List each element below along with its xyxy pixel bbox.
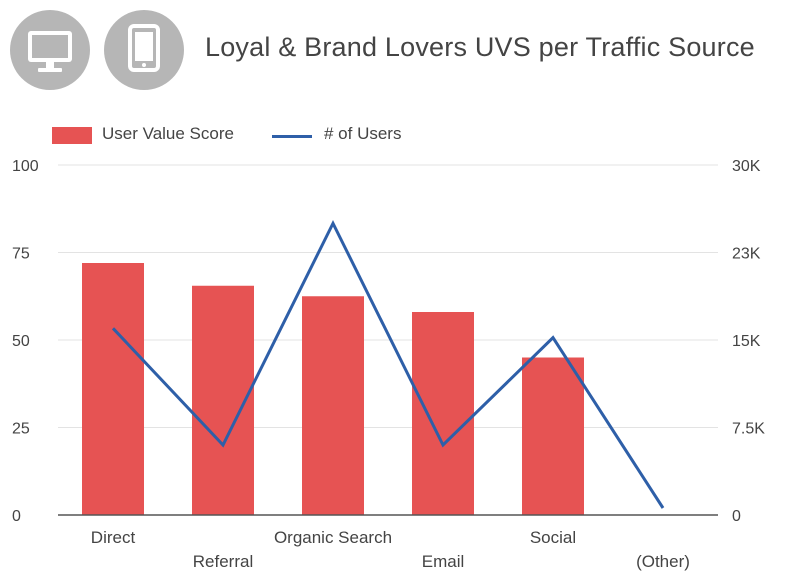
x-tick-label: Organic Search <box>274 528 392 547</box>
y-left-tick-label: 75 <box>12 246 30 263</box>
chart-title: Loyal & Brand Lovers UVS per Traffic Sou… <box>205 32 755 62</box>
y-left-tick-label: 50 <box>12 333 30 350</box>
y-left-tick-label: 0 <box>12 508 21 525</box>
y-right-tick-label: 15K <box>732 333 761 350</box>
x-tick-label: Referral <box>193 552 253 571</box>
bar <box>412 312 474 515</box>
bar <box>82 263 144 515</box>
y-right-tick-label: 7.5K <box>732 421 765 438</box>
tablet-toggle-button[interactable] <box>104 10 184 90</box>
y-right-tick-label: 30K <box>732 158 761 175</box>
y-right-tick-label: 23K <box>732 246 761 263</box>
legend-swatch-line <box>272 135 312 138</box>
legend-label-bar: User Value Score <box>102 124 234 143</box>
tablet-icon <box>128 24 160 72</box>
x-tick-label: Email <box>422 552 465 571</box>
legend-swatch-bar <box>52 127 92 144</box>
bar <box>302 296 364 515</box>
x-tick-label: (Other) <box>636 552 690 571</box>
bar <box>522 357 584 515</box>
y-left-tick-label: 25 <box>12 421 30 438</box>
users-line <box>111 219 665 509</box>
legend-label-line: # of Users <box>324 124 402 143</box>
x-tick-label: Direct <box>91 528 136 547</box>
desktop-monitor-icon <box>28 31 72 72</box>
y-left-tick-label: 100 <box>12 158 39 175</box>
desktop-toggle-button[interactable] <box>10 10 90 90</box>
chart-header: Loyal & Brand Lovers UVS per Traffic Sou… <box>0 0 800 100</box>
x-tick-label: Social <box>530 528 576 547</box>
y-right-tick-label: 0 <box>732 508 741 525</box>
